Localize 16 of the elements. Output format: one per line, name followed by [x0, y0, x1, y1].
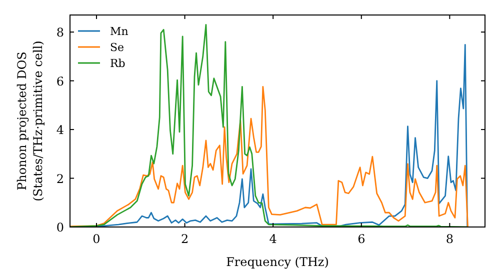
y-tick-label: 8 — [56, 26, 64, 40]
x-tick-label: 0 — [92, 232, 100, 246]
x-tick-label: 2 — [180, 232, 189, 246]
legend-label: Se — [110, 41, 124, 54]
legend-label: Mn — [110, 25, 128, 38]
x-axis-title: Frequency (THz) — [226, 255, 329, 269]
x-tick-label: 4 — [269, 232, 278, 246]
x-tick-label: 8 — [446, 232, 454, 246]
y-tick-label: 0 — [56, 220, 64, 234]
y-tick-label: 4 — [56, 123, 64, 138]
y-axis-title: Phonon projected DOS (States/THz·primitive cell) — [15, 40, 45, 202]
x-tick-label: 6 — [358, 232, 366, 246]
line-series — [70, 86, 468, 227]
y-tick-label: 6 — [56, 74, 64, 88]
legend-label: Rb — [110, 57, 126, 70]
y-tick-label: 2 — [56, 172, 64, 186]
